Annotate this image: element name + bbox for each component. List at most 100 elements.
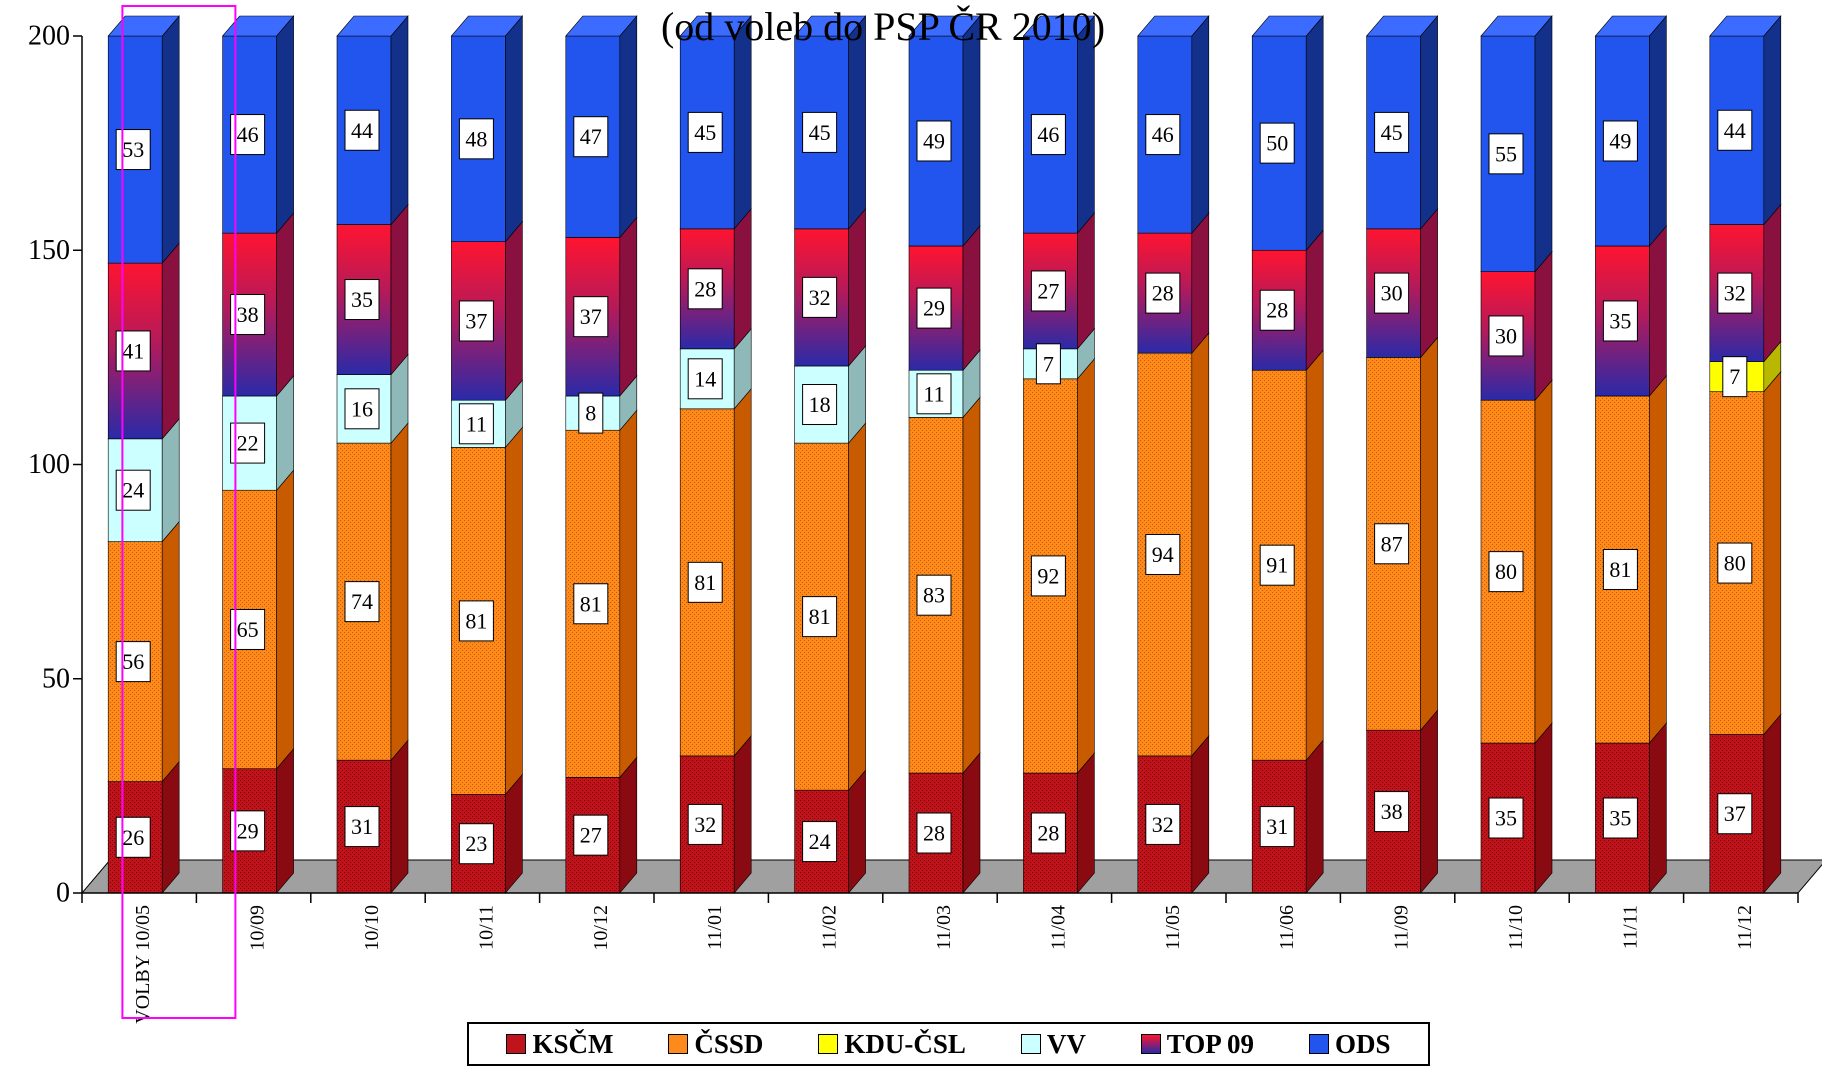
data-label-ods-11-01: 45: [687, 111, 723, 153]
data-label-box: [687, 268, 723, 310]
x-tick-label-11-05: 11/05: [1162, 905, 1184, 950]
data-label-kscm-11-06: 31: [1259, 806, 1295, 848]
bar-ods-11-12-side: [1763, 15, 1782, 226]
legend-swatch-kdu-csl: [818, 1034, 839, 1054]
bar-cssd-11-04-side: [1077, 357, 1095, 774]
bar-ods-11-12-top: [1709, 15, 1782, 37]
x-tick-label-10-10: 10/10: [361, 905, 383, 951]
data-label-kscm-11-10: 35: [1488, 797, 1524, 839]
y-tick-label: 200: [28, 21, 70, 52]
data-label-value: 49: [923, 128, 945, 153]
data-label-top-09-10-11: 37: [458, 300, 494, 342]
data-label-value: 31: [1266, 814, 1288, 839]
data-label-top-09-11-05: 28: [1145, 272, 1181, 314]
data-label-value: 24: [809, 829, 831, 854]
bar-ods-11-09-top: [1365, 15, 1439, 37]
bar-vv-volby-10-05-side: [161, 417, 180, 543]
data-label-cssd-11-10: 80: [1488, 551, 1524, 593]
data-label-box: [687, 561, 723, 603]
data-label-value: 74: [351, 589, 373, 614]
data-label-vv-10-10: 16: [344, 388, 380, 430]
data-label-kscm-11-01: 32: [687, 803, 723, 845]
data-label-vv-volby-10-05: 24: [115, 469, 151, 511]
data-label-ods-10-12: 47: [573, 116, 609, 158]
bar-ods-10-10-top: [336, 15, 409, 37]
data-label-value: 81: [809, 604, 831, 629]
data-label-value: 94: [1152, 542, 1174, 567]
legend-swatch-top-09: [1140, 1034, 1161, 1054]
data-label-value: 45: [694, 120, 716, 145]
data-label-value: 45: [809, 120, 831, 145]
x-tick-label-11-01: 11/01: [704, 905, 726, 950]
data-label-box: [458, 300, 494, 342]
data-label-box: [1488, 315, 1524, 357]
data-label-vv-11-03: 11: [916, 373, 952, 415]
data-label-value: 46: [1152, 122, 1174, 147]
bar-kscm-10-11-side: [505, 773, 523, 894]
data-label-value: 49: [1609, 128, 1631, 153]
data-label-value: 46: [1037, 122, 1059, 147]
bar-kscm-10-10-side: [390, 739, 409, 894]
data-label-value: 35: [1609, 806, 1631, 831]
data-label-box: [1717, 542, 1753, 584]
data-label-value: 24: [122, 478, 144, 503]
legend-label-cssd: ČSSD: [694, 1028, 764, 1059]
data-label-ods-volby-10-05: 53: [115, 129, 151, 171]
bar-stack-10-09: [221, 15, 295, 894]
bar-kscm-11-10-side: [1534, 722, 1553, 894]
data-label-cssd-10-11: 81: [458, 600, 494, 642]
data-label-box: [1030, 114, 1066, 156]
data-label-box: [344, 279, 380, 321]
bar-cssd-11-11-side: [1649, 375, 1667, 744]
bar-cssd-11-12-side: [1763, 370, 1782, 736]
data-label-value: 44: [351, 118, 373, 143]
legend-item-ods: ODS: [1308, 1028, 1391, 1060]
bar-top-09-11-11-side: [1649, 225, 1667, 397]
bar-ods-10-12-top: [565, 15, 638, 37]
data-label-value: 55: [1495, 141, 1517, 166]
chart-subtitle: (od voleb do PSP ČR 2010): [661, 4, 1105, 49]
data-label-box: [1717, 272, 1753, 314]
bar-ods-11-06-top: [1251, 15, 1324, 37]
data-label-value: 32: [1724, 281, 1746, 306]
data-label-value: 38: [237, 302, 259, 327]
data-label-value: 53: [122, 137, 144, 162]
data-label-cssd-11-02: 81: [802, 596, 838, 638]
data-label-box: [916, 287, 952, 329]
data-label-kscm-11-11: 35: [1602, 797, 1638, 839]
bar-top-09-11-12-side: [1763, 203, 1782, 363]
data-label-box: [802, 596, 838, 638]
data-label-box: [458, 823, 494, 865]
data-label-vv-11-01: 14: [687, 358, 723, 400]
data-label-box: [1374, 523, 1410, 565]
data-label-value: 18: [809, 392, 831, 417]
x-tick-label-11-03: 11/03: [933, 905, 955, 950]
data-label-box: [802, 276, 838, 318]
data-label-value: 23: [465, 831, 487, 856]
x-tick-label-11-10: 11/10: [1505, 905, 1527, 950]
data-label-box: [1030, 555, 1066, 597]
data-label-ods-11-04: 46: [1030, 114, 1066, 156]
data-label-box: [344, 806, 380, 848]
bar-ods-10-09-side: [276, 15, 294, 234]
data-label-value: 35: [351, 287, 373, 312]
data-label-value: 81: [580, 591, 602, 616]
data-label-box: [1030, 812, 1066, 854]
data-label-top-09-11-04: 27: [1030, 270, 1066, 312]
bar-cssd-volby-10-05-side: [161, 520, 180, 783]
legend-item-cssd: ČSSD: [668, 1029, 763, 1060]
data-label-box: [1035, 343, 1061, 385]
data-label-cssd-11-03: 83: [916, 574, 952, 616]
data-label-value: 50: [1266, 131, 1288, 156]
data-label-top-09-11-01: 28: [687, 268, 723, 310]
legend-label-kscm: KSČM: [532, 1028, 614, 1059]
data-label-kscm-11-04: 28: [1030, 812, 1066, 854]
bar-cssd-11-10-side: [1534, 379, 1553, 744]
data-label-kscm-10-10: 31: [344, 806, 380, 848]
data-label-box: [1259, 289, 1295, 331]
legend-label-ods: ODS: [1334, 1028, 1391, 1059]
bar-stack-11-02: [793, 15, 867, 894]
data-label-box: [344, 109, 380, 151]
data-label-ods-10-10: 44: [344, 109, 380, 151]
data-label-box: [458, 403, 494, 445]
